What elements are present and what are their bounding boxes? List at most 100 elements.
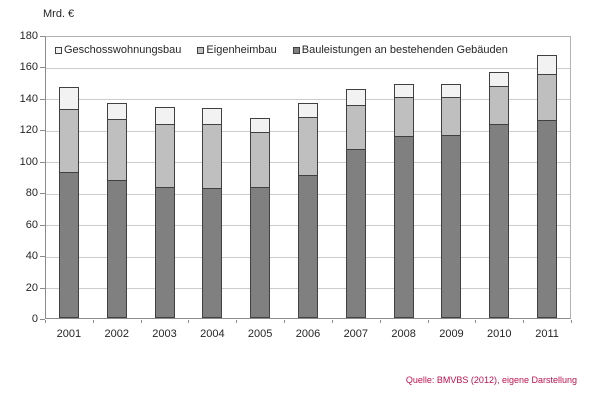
bar-segment-2006-series1 [298,117,318,176]
bar-segment-2004-series0 [202,188,223,318]
gridline-140 [46,99,570,101]
y-axis-label-60: 60 [25,218,38,231]
bar-segment-2011-series1 [537,74,558,121]
x-axis-tick-3 [188,320,190,323]
y-axis-unit-label: Mrd. € [43,8,75,20]
bar-segment-2007-series0 [345,149,366,318]
bar-segment-2007-series1 [345,105,366,150]
legend: Geschosswohnungsbau Eigenheimbau Bauleistu… [55,44,508,56]
bar-2010 [489,72,510,318]
legend-item-1: Eigenheimbau [197,44,277,56]
gridline-160 [46,67,570,69]
y-axis-tick-180 [40,36,45,37]
bar-segment-2010-series2 [489,72,510,87]
legend-marker-icon-0 [55,46,62,54]
y-axis-tick-120 [40,130,45,132]
legend-label-0: Geschosswohnungsbau [64,44,182,56]
y-axis-label-40: 40 [25,250,38,263]
bar-segment-2003-series0 [154,187,175,318]
bar-segment-2005-series2 [250,118,271,133]
bar-segment-2008-series1 [393,97,414,137]
bar-segment-2003-series1 [154,124,175,188]
legend-label-2: Bauleistungen an bestehenden Gebäuden [301,44,508,56]
bar-segment-2002-series1 [106,119,127,181]
x-axis-label-2011: 2011 [535,328,559,340]
x-axis-label-2003: 2003 [152,328,177,340]
x-axis-tick-2 [140,320,142,323]
x-axis-label-2002: 2002 [104,328,129,340]
y-axis-tick-0 [40,319,45,320]
bar-segment-2009-series1 [441,97,462,136]
bar-2009 [441,84,462,318]
bar-segment-2001-series0 [58,172,79,318]
bar-2002 [106,103,127,318]
bar-segment-2002-series2 [106,103,127,120]
y-axis-label-120: 120 [19,124,38,137]
bar-segment-2010-series1 [489,86,510,125]
x-axis-tick-0 [45,320,46,323]
legend-item-2: Bauleistungen an bestehenden Gebäuden [292,44,508,56]
bar-2003 [154,107,175,318]
y-axis-label-0: 0 [31,313,38,325]
legend-label-1: Eigenheimbau [206,44,277,56]
x-axis-tick-6 [331,320,333,323]
bar-segment-2002-series0 [106,180,127,318]
bar-segment-2005-series1 [250,132,271,188]
x-axis-label-2010: 2010 [487,328,512,340]
legend-item-0: Geschosswohnungsbau [55,44,181,56]
y-axis-label-140: 140 [19,92,38,105]
plot-area: Geschosswohnungsbau Eigenheimbau Bauleistu… [45,36,571,319]
y-axis-tick-40 [40,256,45,258]
x-axis-label-2007: 2007 [343,328,369,340]
bar-2008 [393,84,414,318]
bar-segment-2004-series1 [202,124,223,189]
y-axis-tick-20 [40,287,45,289]
x-axis-tick-10 [523,320,525,323]
bar-segment-2008-series2 [393,84,414,98]
legend-marker-icon-1 [197,46,205,54]
x-axis-label-2004: 2004 [200,328,225,340]
bar-segment-2010-series0 [489,124,510,318]
x-axis-label-2008: 2008 [391,328,416,340]
x-axis-tick-7 [379,320,381,323]
bar-segment-2007-series2 [345,89,366,106]
bar-segment-2008-series0 [393,136,414,318]
y-axis-label-160: 160 [19,61,38,74]
y-axis-label-180: 180 [19,30,38,42]
bar-segment-2011-series0 [537,120,558,318]
bar-segment-2009-series2 [441,84,462,98]
bar-segment-2009-series0 [441,135,462,318]
source-citation: Quelle: BMVBS (2012), eigene Darstellung [405,375,577,385]
x-axis-tick-8 [427,320,429,323]
x-axis-label-2009: 2009 [439,328,464,340]
y-axis-label-20: 20 [25,281,38,294]
y-axis-label-80: 80 [25,187,38,200]
bar-segment-2006-series2 [298,103,318,118]
y-axis-tick-140 [40,98,45,100]
bar-2001 [58,87,79,318]
bar-2005 [250,118,271,318]
bar-segment-2011-series2 [537,55,558,75]
y-axis-label-100: 100 [19,155,38,168]
bar-segment-2005-series0 [250,187,271,318]
x-axis-tick-11 [571,320,572,323]
x-axis-tick-5 [284,320,286,323]
x-axis-label-2001: 2001 [56,328,82,340]
bar-2007 [345,89,366,318]
x-axis-tick-1 [92,320,94,323]
bar-segment-2003-series2 [154,107,175,125]
bar-segment-2004-series2 [202,108,223,125]
x-axis-tick-9 [475,320,477,323]
x-axis-label-2006: 2006 [295,328,321,340]
bar-segment-2001-series2 [58,87,79,110]
bar-2011 [537,55,558,318]
bar-segment-2001-series1 [58,109,79,173]
bar-segment-2006-series0 [298,175,318,318]
x-axis-label-2005: 2005 [247,328,273,340]
y-axis-tick-60 [40,224,45,226]
x-axis-tick-4 [236,320,238,323]
bar-2006 [298,103,318,318]
legend-marker-icon-2 [292,46,300,54]
y-axis-tick-160 [40,67,45,69]
